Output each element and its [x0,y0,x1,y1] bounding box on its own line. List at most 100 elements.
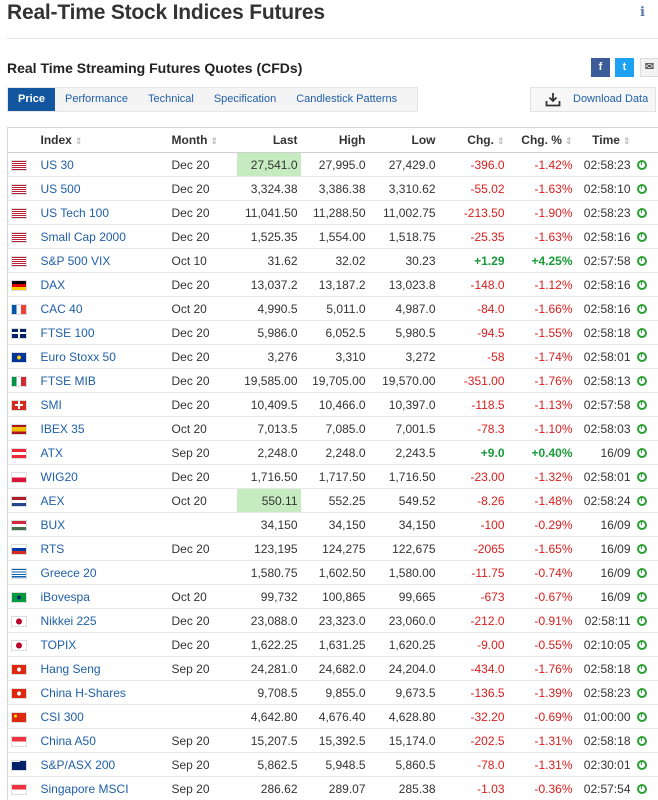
download-data-button[interactable]: Download Data [530,87,656,112]
clock-icon [636,664,647,675]
tab-technical[interactable]: Technical [147,93,194,105]
index-name-link[interactable]: Hang Seng [37,656,169,681]
table-row[interactable]: CSI 300 4,642.80 4,676.40 4,628.80 -32.20 -0.… [7,704,658,729]
facebook-share-icon[interactable]: f [591,58,610,77]
table-row[interactable]: DAX Dec 20 13,037.2 13,187.2 13,023.8 -148.0-… [7,272,658,297]
flag-cell [7,776,38,800]
table-row[interactable]: FTSE 100 Dec 20 5,986.0 6,052.5 5,980.5 -94.5… [7,320,658,345]
col-chg-pct[interactable]: Chg. % ⇕ [507,127,576,153]
index-name-link[interactable]: US 30 [37,152,169,177]
table-row[interactable]: AEX Oct 20 550.11 552.25 549.52 -8.26 -1.48% 02… [7,488,658,513]
flag-cell [7,176,38,201]
low-cell: 549.52 [368,488,439,513]
flag-cell [7,368,38,393]
index-name-link[interactable]: RTS [37,536,169,561]
table-row[interactable]: Nikkei 225 Dec 20 23,088.0 23,323.0 23,060.0… [7,608,658,633]
table-row[interactable]: WIG20 Dec 20 1,716.50 1,717.50 1,716.50 -23.0… [7,464,658,489]
chg-pct-cell: -1.31% [507,728,576,753]
tab-candlestick-patterns[interactable]: Candlestick Patterns [296,93,398,105]
index-name-link[interactable]: Singapore MSCI [37,776,169,800]
high-cell: 1,631.25 [300,632,369,657]
index-name-link[interactable]: China A50 [37,728,169,753]
index-name-link[interactable]: SMI [37,392,169,417]
index-name-link[interactable]: Small Cap 2000 [37,224,169,249]
index-name-link[interactable]: CSI 300 [37,704,169,729]
index-name-link[interactable]: IBEX 35 [37,416,169,441]
clock-cell [633,176,658,201]
index-name-link[interactable]: WIG20 [37,464,169,489]
info-icon[interactable]: i [640,5,645,20]
col-last[interactable]: Last [236,127,301,153]
index-name-link[interactable]: ATX [37,440,169,465]
table-row[interactable]: BUX 34,150 34,150 34,150 -100 -0.29% 16/09 [7,512,658,537]
email-share-icon[interactable]: ✉ [640,58,658,77]
index-name-link[interactable]: iBovespa [37,584,169,609]
clock-cell [633,320,658,345]
index-name-link[interactable]: China H-Shares [37,680,169,705]
table-row[interactable]: Singapore MSCI Sep 20 286.62 289.07 285.38 -1… [7,776,658,800]
table-row[interactable]: Hang Seng Sep 20 24,281.0 24,682.0 24,204.0-… [7,656,658,681]
index-name-link[interactable]: Nikkei 225 [37,608,169,633]
twitter-share-icon[interactable]: t [615,58,634,77]
table-row[interactable]: iBovespa Oct 20 99,732 100,865 99,665 -673 -0.… [7,584,658,609]
index-name-link[interactable]: Euro Stoxx 50 [37,344,169,369]
table-row[interactable]: S&P 500 VIX Oct 10 31.62 32.02 30.23 +1.29 +4.… [7,248,658,273]
last-cell: 3,276 [236,344,301,369]
high-cell: 1,717.50 [300,464,369,489]
tab-specification[interactable]: Specification [213,93,277,105]
chg-pct-cell: +0.40% [507,440,576,465]
table-row[interactable]: China H-Shares 9,708.5 9,855.0 9,673.5 -136.… [7,680,658,705]
table-row[interactable]: US 500 Dec 20 3,324.38 3,386.38 3,310.62 -55.… [7,176,658,201]
chg-pct-cell: -1.63% [507,176,576,201]
flag-hk-icon [11,687,27,699]
clock-icon [636,640,647,651]
index-name-link[interactable]: S&P/ASX 200 [37,752,169,777]
tab-price[interactable]: Price [8,88,55,111]
index-name-link[interactable]: Greece 20 [37,560,169,585]
table-row[interactable]: RTS Dec 20 123,195 124,275 122,675 -2065 -1.65… [7,536,658,561]
low-cell: 1,716.50 [368,464,439,489]
table-row[interactable]: US 30 Dec 20 27,541.0 27,995.0 27,429.0 -396.… [7,152,658,177]
flag-cell [7,296,38,321]
time-cell: 02:57:54 [575,776,634,800]
table-row[interactable]: FTSE MIB Dec 20 19,585.00 19,705.00 19,570.0… [7,368,658,393]
table-row[interactable]: Greece 20 1,580.75 1,602.50 1,580.00 -11.75-… [7,560,658,585]
tab-performance[interactable]: Performance [65,93,128,105]
month-cell: Sep 20 [168,440,237,465]
table-row[interactable]: IBEX 35 Oct 20 7,013.5 7,085.0 7,001.5 -78.3-… [7,416,658,441]
table-row[interactable]: CAC 40 Oct 20 4,990.5 5,011.0 4,987.0 -84.0 -1… [7,296,658,321]
col-low[interactable]: Low [368,127,439,153]
col-chg[interactable]: Chg. ⇕ [438,127,508,153]
col-index[interactable]: Index ⇕ [37,127,169,153]
table-row[interactable]: Euro Stoxx 50 Dec 20 3,276 3,310 3,272 -58 -1.… [7,344,658,369]
index-name-link[interactable]: TOPIX [37,632,169,657]
index-name-link[interactable]: S&P 500 VIX [37,248,169,273]
table-row[interactable]: ATX Sep 20 2,248.0 2,248.0 2,243.5 +9.0 +0.40%… [7,440,658,465]
index-name-link[interactable]: US 500 [37,176,169,201]
time-cell: 02:58:01 [575,344,634,369]
table-row[interactable]: TOPIX Dec 20 1,622.25 1,631.25 1,620.25 -9.00… [7,632,658,657]
high-cell: 7,085.0 [300,416,369,441]
table-row[interactable]: SMI Dec 20 10,409.5 10,466.0 10,397.0 -118.5-… [7,392,658,417]
table-row[interactable]: US Tech 100 Dec 20 11,041.50 11,288.50 11,00… [7,200,658,225]
table-row[interactable]: S&P/ASX 200 Sep 20 5,862.5 5,948.5 5,860.5 -7… [7,752,658,777]
flag-us-icon [11,183,27,195]
time-cell: 02:10:05 [575,632,634,657]
table-row[interactable]: Small Cap 2000 Dec 20 1,525.35 1,554.00 1,51… [7,224,658,249]
index-name-link[interactable]: FTSE 100 [37,320,169,345]
index-name-link[interactable]: DAX [37,272,169,297]
month-cell: Oct 10 [168,248,237,273]
index-name-link[interactable]: US Tech 100 [37,200,169,225]
index-name-link[interactable]: FTSE MIB [37,368,169,393]
clock-cell [633,608,658,633]
index-name-link[interactable]: BUX [37,512,169,537]
col-high[interactable]: High [300,127,369,153]
low-cell: 99,665 [368,584,439,609]
col-time[interactable]: Time ⇕ [575,127,634,153]
index-name-link[interactable]: CAC 40 [37,296,169,321]
index-name-link[interactable]: AEX [37,488,169,513]
table-row[interactable]: China A50 Sep 20 15,207.5 15,392.5 15,174.0-… [7,728,658,753]
high-cell: 1,554.00 [300,224,369,249]
col-month[interactable]: Month ⇕ [168,127,237,153]
flag-cell [7,224,38,249]
